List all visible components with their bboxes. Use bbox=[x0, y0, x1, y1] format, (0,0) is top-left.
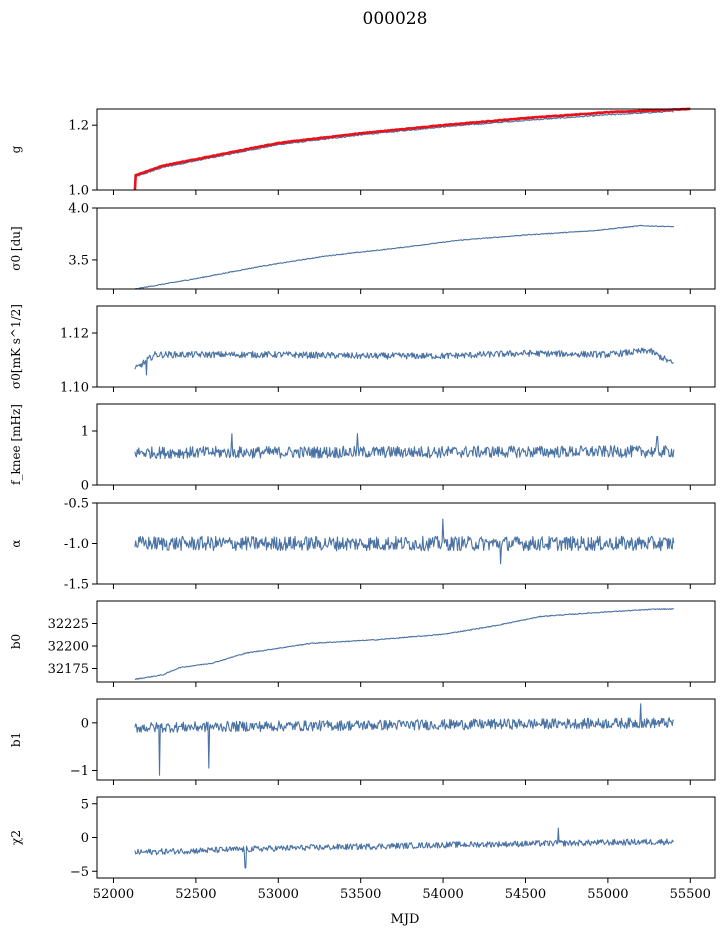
series-line-7-1 bbox=[134, 703, 674, 776]
x-tick-label-1: 52000 bbox=[93, 887, 134, 902]
y-tick-label-8-3: 5 bbox=[81, 797, 89, 812]
y-tick-label-4-2: 1 bbox=[81, 425, 89, 440]
y-tick-label-8-2: 0 bbox=[81, 831, 89, 846]
y-tick-label-6-3: 32225 bbox=[48, 617, 89, 632]
series-line-1-2 bbox=[133, 107, 691, 191]
series-line-2-1 bbox=[134, 224, 675, 290]
y-axis-label-5: α bbox=[9, 539, 23, 547]
series-line-3-1 bbox=[134, 347, 674, 376]
x-tick-label-2: 52500 bbox=[175, 887, 216, 902]
panel-1: 1.0 1.2 g bbox=[9, 107, 716, 199]
panel-5: -1.5 -1.0 -0.5 α bbox=[9, 497, 716, 593]
x-tick-label-8: 55500 bbox=[670, 887, 711, 902]
x-tick-label-6: 54500 bbox=[505, 887, 546, 902]
series-line-4-1 bbox=[134, 433, 675, 459]
x-tick-label-7: 55000 bbox=[587, 887, 628, 902]
axes-frame-6 bbox=[96, 600, 716, 683]
y-tick-label-5-3: -0.5 bbox=[64, 497, 89, 512]
y-axis-label-7: b1 bbox=[9, 732, 23, 747]
panels: 1.0 1.2 g 3.5 4.0 σ0 [du] 1.10 1.12 σ0[mK s^1/2]… bbox=[9, 107, 716, 902]
axes-frame-8 bbox=[96, 796, 716, 879]
series-line-6-1 bbox=[134, 608, 674, 681]
y-tick-label-5-1: -1.5 bbox=[64, 578, 89, 593]
panel-2: 3.5 4.0 σ0 [du] bbox=[9, 202, 716, 294]
y-tick-label-5-2: -1.0 bbox=[64, 537, 89, 552]
y-tick-label-3-1: 1.10 bbox=[60, 381, 89, 396]
y-axis-label-3: σ0[mK s^1/2] bbox=[9, 304, 23, 389]
y-axis-label-1: g bbox=[9, 145, 23, 153]
y-tick-label-2-2: 4.0 bbox=[68, 202, 89, 217]
y-axis-label-8: χ2 bbox=[9, 830, 23, 845]
x-tick-label-4: 53500 bbox=[340, 887, 381, 902]
y-axis-label-2: σ0 [du] bbox=[9, 226, 23, 270]
axes-frame-2 bbox=[96, 207, 716, 290]
series-line-1-1 bbox=[134, 110, 674, 178]
axes-frame-3 bbox=[96, 305, 716, 388]
y-tick-label-1-2: 1.2 bbox=[68, 119, 89, 134]
panel-3: 1.10 1.12 σ0[mK s^1/2] bbox=[9, 304, 716, 396]
axes-frame-4 bbox=[96, 403, 716, 486]
y-tick-label-7-2: 0 bbox=[81, 716, 89, 731]
y-tick-label-3-2: 1.12 bbox=[60, 327, 89, 342]
series-line-8-1 bbox=[134, 827, 674, 869]
panel-4: 0 1 f_knee [mHz] bbox=[9, 403, 716, 494]
y-tick-label-6-1: 32175 bbox=[48, 662, 89, 677]
axes-frame-1 bbox=[96, 108, 716, 191]
y-tick-label-6-2: 32200 bbox=[48, 640, 89, 655]
series-line-5-1 bbox=[134, 518, 675, 565]
panel-6: 32175 32200 32225 b0 bbox=[9, 600, 716, 687]
panel-8: −5 0 5 52000 52500 53000 53500 54000 54500 55000 5… bbox=[9, 796, 716, 902]
x-tick-label-5: 54000 bbox=[422, 887, 463, 902]
y-axis-label-4: f_knee [mHz] bbox=[9, 404, 23, 485]
y-tick-label-4-1: 0 bbox=[81, 479, 89, 494]
y-tick-label-7-1: −1 bbox=[70, 764, 89, 779]
x-tick-label-3: 53000 bbox=[258, 887, 299, 902]
axes-frame-7 bbox=[96, 698, 716, 781]
y-axis-label-6: b0 bbox=[9, 634, 23, 649]
chart-title: 000028 bbox=[363, 9, 428, 29]
y-tick-label-2-1: 3.5 bbox=[68, 253, 89, 268]
x-axis-label: MJD bbox=[391, 912, 420, 927]
y-tick-label-1-1: 1.0 bbox=[68, 184, 89, 199]
panel-7: −1 0 b1 bbox=[9, 698, 716, 785]
y-tick-label-8-1: −5 bbox=[70, 865, 89, 880]
